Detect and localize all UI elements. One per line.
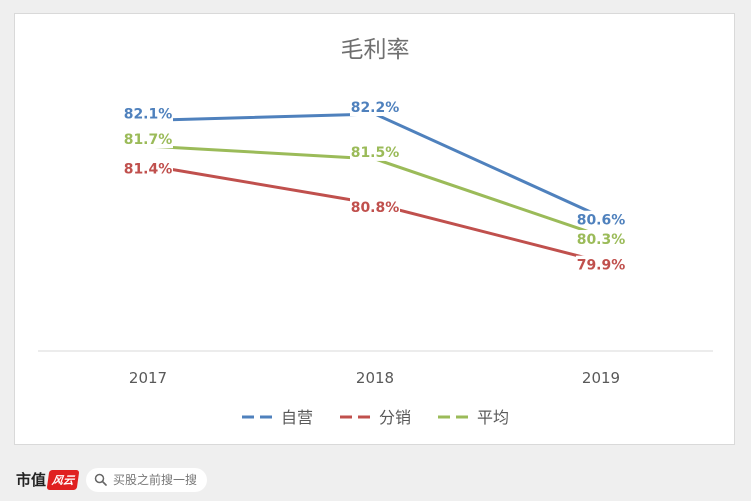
data-label-2-2: 80.3% — [577, 232, 626, 248]
chart-title: 毛利率 — [341, 37, 410, 63]
data-label-0-1: 82.2% — [351, 100, 400, 116]
data-label-bg — [576, 229, 626, 248]
legend: 自营 分销 平均 — [242, 408, 509, 427]
data-label-bg — [576, 210, 626, 229]
search-placeholder: 买股之前搜一搜 — [113, 473, 198, 487]
data-label-bg — [350, 197, 400, 216]
data-label-2-0: 81.7% — [124, 132, 173, 148]
line-chart: 毛利率 2017 2018 2019 82.1% 82.2% 80.6% 81.4% 80.… — [38, 37, 713, 427]
legend-label-2: 平均 — [477, 408, 509, 427]
series-2: 81.7% 81.5% 80.3% — [123, 130, 626, 248]
series-0: 82.1% 82.2% 80.6% — [123, 98, 626, 229]
data-label-1-1: 80.8% — [351, 200, 400, 216]
data-label-bg — [576, 255, 626, 274]
brand-logo[interactable]: 市值 风云 — [16, 469, 80, 490]
data-label-bg — [123, 130, 173, 149]
data-label-0-2: 80.6% — [577, 213, 626, 229]
footer-bar: 市值 风云 买股之前搜一搜 — [0, 458, 751, 501]
data-label-bg — [123, 104, 173, 123]
series-layer: 82.1% 82.2% 80.6% 81.4% 80.8% 79.9% 81.7% 81.5%… — [123, 98, 626, 274]
x-tick-labels: 2017 2018 2019 — [129, 369, 620, 387]
search-icon — [94, 473, 107, 486]
data-label-1-0: 81.4% — [124, 161, 173, 177]
legend-label-1: 分销 — [379, 408, 411, 427]
chart-card — [14, 13, 735, 445]
legend-label-0: 自营 — [281, 408, 313, 427]
brand-mark: 风云 — [46, 469, 80, 490]
x-tick-label-2019: 2019 — [582, 369, 620, 387]
data-label-bg — [123, 159, 173, 178]
series-1: 81.4% 80.8% 79.9% — [123, 159, 626, 274]
x-tick-label-2017: 2017 — [129, 369, 167, 387]
data-label-0-0: 82.1% — [124, 106, 173, 122]
x-tick-label-2018: 2018 — [356, 369, 394, 387]
search-box[interactable]: 买股之前搜一搜 — [86, 467, 208, 492]
brand-name: 市值 — [16, 471, 47, 489]
data-label-bg — [350, 142, 400, 161]
data-label-2-1: 81.5% — [351, 145, 400, 161]
data-label-bg — [350, 98, 400, 116]
data-label-1-2: 79.9% — [577, 258, 626, 274]
